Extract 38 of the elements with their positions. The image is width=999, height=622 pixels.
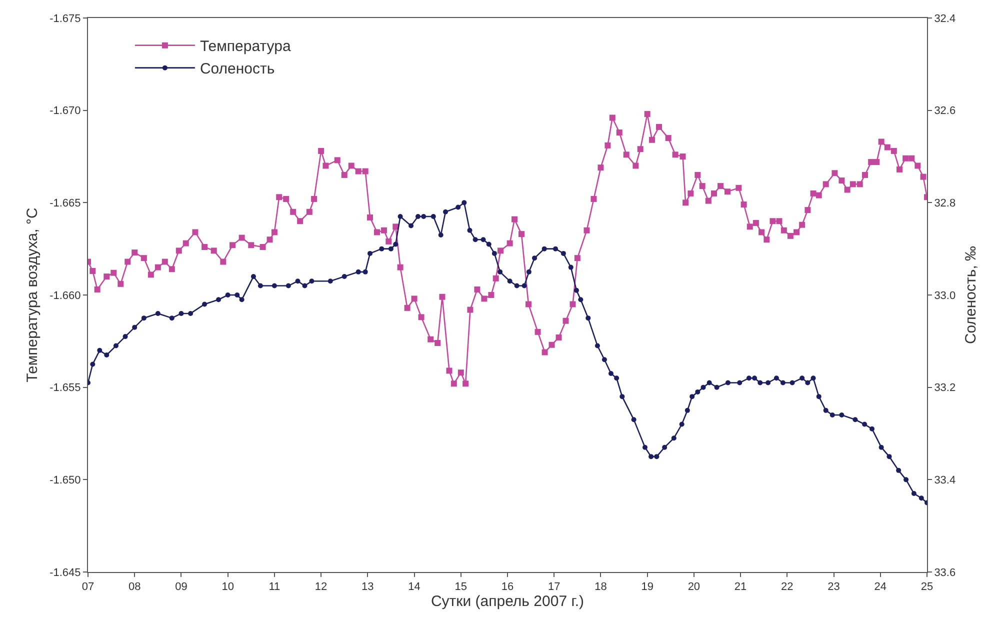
y-tick-label: -1.660 xyxy=(50,290,81,302)
y-tick-label: -1.670 xyxy=(50,105,81,118)
x-tick-label: 23 xyxy=(828,581,840,594)
legend-label: Температура xyxy=(200,38,292,56)
x-tick-label: 21 xyxy=(734,581,747,594)
y-tick-label: -1.645 xyxy=(50,566,81,579)
x-tick-label: 19 xyxy=(641,581,654,594)
y2-tick-label: 33.4 xyxy=(934,474,956,487)
y2-tick-label: 33.2 xyxy=(934,382,956,394)
x-axis-title: Сутки (апрель 2007 г.) xyxy=(430,593,584,610)
y2-tick-label: 32.4 xyxy=(934,12,956,25)
y2-tick-label: 33.6 xyxy=(934,566,956,579)
y2-tick-label: 32.6 xyxy=(934,105,956,118)
y-axis-title: Температура воздуха, °C xyxy=(24,208,41,382)
x-tick-label: 20 xyxy=(688,581,700,594)
x-tick-label: 11 xyxy=(268,581,280,594)
y-tick-label: -1.665 xyxy=(50,198,81,210)
y-tick-label: -1.650 xyxy=(50,474,81,487)
x-tick-label: 24 xyxy=(874,581,887,594)
y2-tick-label: 33.0 xyxy=(934,290,956,302)
legend-label: Соленость xyxy=(200,60,275,78)
y2-tick-label: 32.8 xyxy=(934,198,956,210)
x-tick-label: 25 xyxy=(920,581,934,594)
x-tick-label: 17 xyxy=(548,581,560,594)
x-tick-label: 13 xyxy=(362,581,374,594)
x-tick-label: 22 xyxy=(781,581,794,594)
x-tick-label: 12 xyxy=(314,581,328,594)
y-tick-label: -1.675 xyxy=(50,12,81,25)
y2-axis-title: Соленость, ‰ xyxy=(962,246,980,344)
x-tick-label: 09 xyxy=(175,581,188,594)
x-tick-label: 07 xyxy=(82,581,94,594)
x-tick-label: 18 xyxy=(594,581,607,594)
y-tick-label: -1.655 xyxy=(50,382,81,394)
x-tick-label: 14 xyxy=(408,581,420,594)
x-tick-label: 08 xyxy=(128,581,141,594)
x-tick-label: 10 xyxy=(222,581,234,594)
x-tick-label: 15 xyxy=(454,581,468,594)
x-tick-label: 16 xyxy=(501,581,514,594)
